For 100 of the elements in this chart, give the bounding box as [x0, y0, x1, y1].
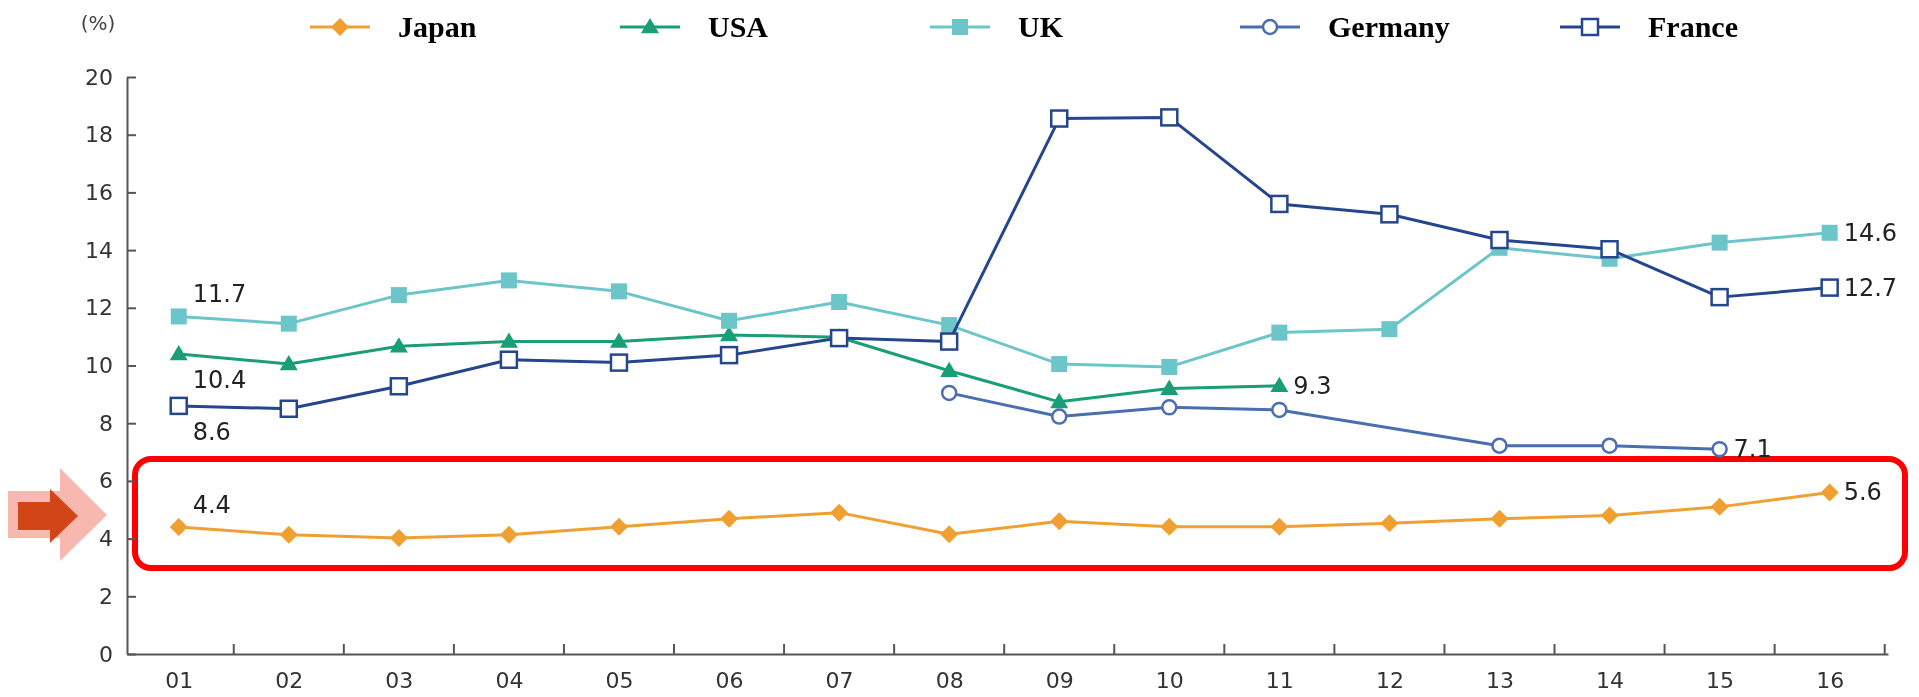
- point: [499, 525, 518, 544]
- x-tick-label: 02: [275, 667, 304, 693]
- data-label: 12.7: [1843, 273, 1898, 302]
- point: [1381, 321, 1398, 338]
- y-tick-label: 12: [85, 295, 113, 321]
- data-label: 8.6: [192, 417, 231, 446]
- data-label: 9.3: [1293, 371, 1332, 400]
- x-tick-label: 16: [1816, 667, 1845, 693]
- point: [500, 272, 517, 289]
- point: [1051, 356, 1068, 373]
- x-tick-label: 12: [1375, 667, 1404, 693]
- point: [1049, 109, 1069, 128]
- point: [1710, 497, 1729, 516]
- point: [389, 529, 408, 548]
- point: [169, 518, 188, 537]
- point: [1820, 483, 1839, 502]
- point: [1491, 437, 1508, 454]
- y-tick-label: 14: [85, 237, 113, 263]
- x-tick-label: 01: [165, 667, 194, 693]
- point: [1600, 239, 1619, 259]
- point: [1270, 517, 1289, 536]
- point: [169, 344, 188, 361]
- point: [830, 503, 849, 522]
- y-axis-title: (%): [80, 11, 116, 35]
- legend-label: Japan: [398, 10, 477, 43]
- point: [1380, 205, 1399, 224]
- x-tick-label: 13: [1485, 667, 1514, 693]
- point: [1710, 287, 1729, 307]
- data-label: 5.6: [1843, 478, 1882, 507]
- point: [940, 361, 959, 377]
- point: [1050, 512, 1069, 531]
- point: [1050, 392, 1069, 409]
- data-label: 14.6: [1843, 218, 1898, 247]
- point: [279, 525, 298, 544]
- y-tick-label: 6: [99, 468, 113, 494]
- point: [1161, 399, 1178, 416]
- point: [280, 315, 297, 332]
- point: [389, 377, 409, 396]
- data-label: 11.7: [192, 280, 247, 309]
- point: [1600, 506, 1619, 525]
- point: [1271, 401, 1288, 419]
- point: [1380, 514, 1399, 533]
- y-tick-label: 8: [99, 410, 113, 436]
- point: [609, 353, 629, 372]
- point: [1711, 234, 1728, 251]
- point: [609, 517, 628, 536]
- point: [1161, 358, 1178, 375]
- point: [1271, 324, 1288, 341]
- x-tick-label: 05: [605, 667, 634, 693]
- y-tick-label: 16: [85, 179, 113, 205]
- x-tick-label: 15: [1706, 667, 1735, 693]
- y-tick-label: 10: [85, 353, 113, 379]
- point: [939, 332, 959, 351]
- legend-label: UK: [1018, 10, 1064, 43]
- point: [940, 525, 959, 544]
- point: [1490, 509, 1509, 528]
- x-tick-label: 14: [1596, 667, 1625, 693]
- x-tick-label: 10: [1155, 667, 1184, 693]
- point: [390, 287, 407, 304]
- point: [169, 396, 188, 416]
- point: [609, 332, 628, 348]
- point: [1490, 230, 1509, 250]
- point: [170, 308, 187, 325]
- y-tick-label: 4: [99, 526, 113, 552]
- y-tick-label: 20: [85, 64, 113, 90]
- point: [1821, 224, 1838, 241]
- point: [1270, 194, 1289, 214]
- data-label: 10.4: [192, 365, 247, 394]
- data-label: 4.4: [192, 491, 231, 520]
- legend-label: Germany: [1328, 10, 1450, 43]
- point: [610, 283, 627, 300]
- point: [940, 384, 958, 402]
- y-tick-label: 18: [85, 122, 113, 148]
- point: [1820, 278, 1839, 297]
- x-tick-label: 07: [825, 667, 854, 693]
- point: [279, 355, 298, 371]
- point: [1160, 517, 1179, 536]
- x-tick-label: 09: [1045, 667, 1074, 693]
- x-tick-label: 04: [495, 667, 524, 693]
- legend-label: France: [1648, 10, 1738, 43]
- point: [721, 312, 738, 329]
- point: [1160, 379, 1179, 395]
- y-tick-label: 0: [99, 641, 113, 667]
- x-tick-label: 08: [935, 667, 964, 693]
- point: [389, 337, 408, 353]
- point: [1601, 437, 1618, 454]
- point: [831, 294, 848, 311]
- point: [499, 332, 518, 348]
- y-tick-label: 2: [99, 583, 113, 609]
- point: [279, 399, 299, 419]
- point: [1270, 376, 1289, 392]
- x-tick-label: 03: [385, 667, 414, 693]
- point: [720, 509, 739, 528]
- point: [1711, 440, 1728, 458]
- data-label: 7.1: [1733, 435, 1772, 464]
- point: [499, 350, 519, 369]
- point: [719, 345, 739, 365]
- x-tick-label: 11: [1265, 667, 1294, 693]
- point: [829, 328, 849, 348]
- legend-label: USA: [708, 10, 769, 43]
